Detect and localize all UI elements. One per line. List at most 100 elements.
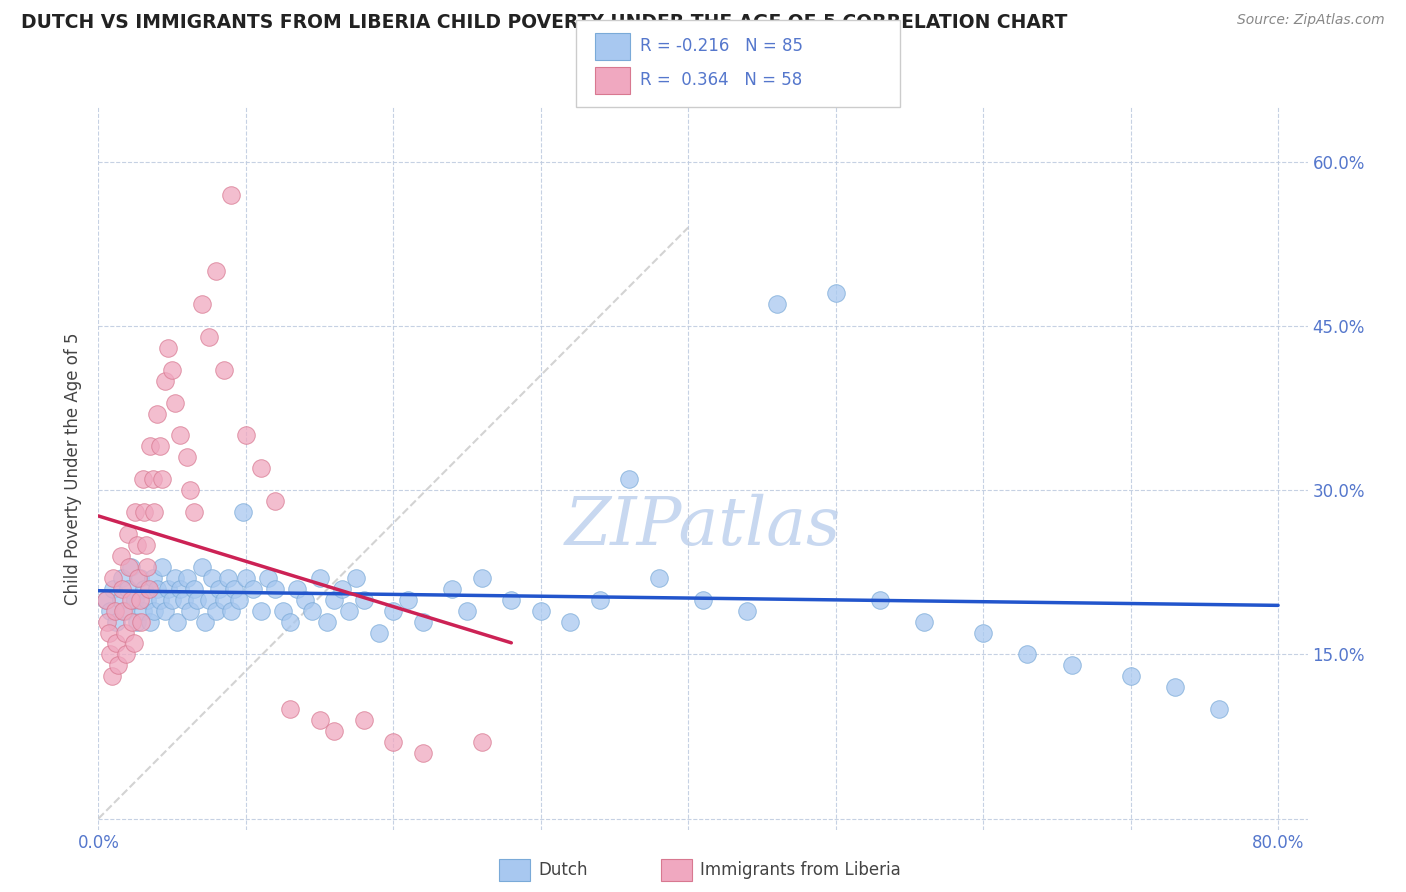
- Point: [1164, 680, 1187, 694]
- Point: [190, 559, 212, 574]
- Point: [179, 604, 201, 618]
- Point: [412, 615, 434, 629]
- Point: [501, 592, 523, 607]
- Point: [135, 538, 157, 552]
- Point: [308, 713, 330, 727]
- Point: [139, 615, 162, 629]
- Point: [165, 571, 187, 585]
- Point: [278, 615, 301, 629]
- Point: [115, 648, 138, 662]
- Point: [100, 669, 122, 683]
- Point: [131, 604, 153, 618]
- Point: [294, 592, 316, 607]
- Point: [120, 559, 142, 574]
- Point: [648, 571, 671, 585]
- Point: [271, 604, 294, 618]
- Point: [156, 341, 179, 355]
- Point: [165, 395, 187, 409]
- Point: [301, 604, 323, 618]
- Point: [323, 592, 346, 607]
- Point: [169, 582, 191, 596]
- Point: [107, 658, 129, 673]
- Point: [278, 702, 301, 716]
- Point: [98, 604, 121, 618]
- Point: [205, 604, 228, 618]
- Point: [125, 538, 148, 552]
- Point: [176, 571, 198, 585]
- Point: [396, 592, 419, 607]
- Point: [118, 559, 141, 574]
- Point: [1060, 658, 1083, 673]
- Point: [131, 472, 153, 486]
- Point: [142, 472, 165, 486]
- Point: [441, 582, 464, 596]
- Point: [205, 264, 228, 278]
- Point: [136, 592, 159, 607]
- Point: [117, 582, 139, 596]
- Point: [150, 472, 173, 486]
- Point: [183, 505, 205, 519]
- Point: [912, 615, 935, 629]
- Point: [353, 592, 375, 607]
- Text: Immigrants from Liberia: Immigrants from Liberia: [700, 861, 901, 880]
- Point: [97, 625, 120, 640]
- Point: [105, 636, 128, 650]
- Point: [98, 648, 121, 662]
- Point: [127, 571, 149, 585]
- Point: [104, 604, 127, 618]
- Point: [1208, 702, 1230, 716]
- Point: [735, 604, 758, 618]
- Point: [198, 330, 221, 344]
- Point: [264, 494, 287, 508]
- Point: [186, 592, 208, 607]
- Point: [143, 604, 166, 618]
- Point: [138, 582, 160, 596]
- Point: [128, 592, 150, 607]
- Point: [110, 549, 132, 563]
- Point: [101, 571, 124, 585]
- Point: [346, 571, 368, 585]
- Point: [183, 582, 205, 596]
- Point: [257, 571, 280, 585]
- Point: [382, 735, 405, 749]
- Text: Source: ZipAtlas.com: Source: ZipAtlas.com: [1237, 13, 1385, 28]
- Point: [824, 286, 846, 301]
- Point: [129, 615, 152, 629]
- Point: [219, 187, 242, 202]
- Point: [110, 592, 132, 607]
- Text: Dutch: Dutch: [538, 861, 588, 880]
- Point: [173, 592, 195, 607]
- Point: [353, 713, 375, 727]
- Point: [124, 592, 146, 607]
- Point: [330, 582, 353, 596]
- Point: [316, 615, 339, 629]
- Point: [692, 592, 714, 607]
- Point: [134, 582, 156, 596]
- Point: [208, 582, 231, 596]
- Point: [96, 615, 118, 629]
- Point: [471, 571, 494, 585]
- Point: [235, 428, 257, 442]
- Point: [142, 571, 165, 585]
- Point: [117, 527, 139, 541]
- Text: DUTCH VS IMMIGRANTS FROM LIBERIA CHILD POVERTY UNDER THE AGE OF 5 CORRELATION CH: DUTCH VS IMMIGRANTS FROM LIBERIA CHILD P…: [21, 13, 1067, 32]
- Y-axis label: Child Poverty Under the Age of 5: Child Poverty Under the Age of 5: [65, 332, 83, 605]
- Point: [134, 505, 156, 519]
- Point: [972, 625, 994, 640]
- Point: [264, 582, 287, 596]
- Point: [456, 604, 478, 618]
- Point: [560, 615, 582, 629]
- Point: [308, 571, 330, 585]
- Point: [114, 604, 136, 618]
- Point: [153, 374, 176, 388]
- Point: [242, 582, 264, 596]
- Point: [530, 604, 553, 618]
- Point: [143, 505, 166, 519]
- Point: [94, 592, 117, 607]
- Point: [337, 604, 360, 618]
- Text: R =  0.364   N = 58: R = 0.364 N = 58: [640, 71, 801, 89]
- Point: [367, 625, 389, 640]
- Point: [105, 615, 128, 629]
- Point: [412, 746, 434, 760]
- Point: [176, 450, 198, 465]
